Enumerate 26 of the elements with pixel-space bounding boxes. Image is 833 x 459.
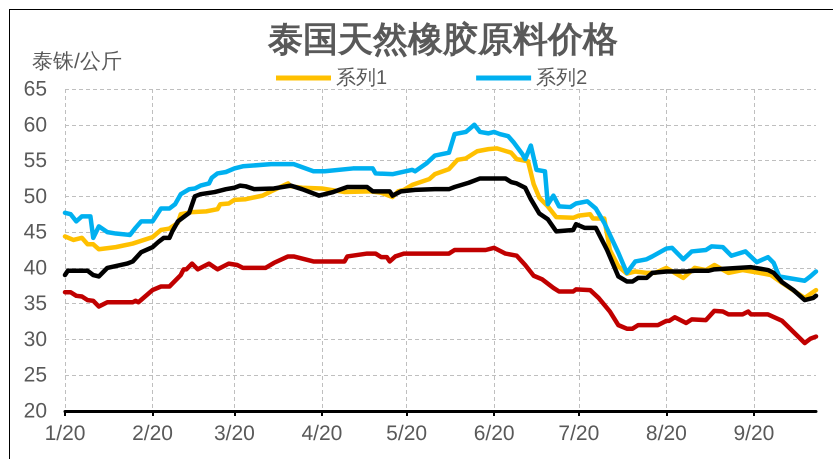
y-axis-title: 泰铢/公斤: [32, 50, 122, 73]
line-series: [62, 176, 818, 302]
y-tick-label: 60: [24, 113, 47, 136]
y-tick-label: 40: [24, 256, 47, 280]
x-tick-label: 5/20: [386, 422, 428, 445]
y-tick-label: 20: [24, 400, 47, 422]
y-tick-label: 65: [24, 78, 47, 100]
legend-label: 系列2: [536, 67, 588, 89]
y-tick-label: 55: [24, 149, 47, 172]
legend-label: 系列1: [336, 67, 388, 89]
x-tick-label: 9/20: [733, 422, 774, 445]
y-tick-label: 30: [24, 328, 47, 351]
y-tick-label: 45: [24, 220, 47, 244]
y-tick-label: 25: [24, 364, 47, 387]
x-tick-label: 3/20: [214, 422, 255, 445]
x-tick-label: 2/20: [132, 422, 173, 445]
chart-title: 泰国天然橡胶原料价格: [267, 19, 618, 60]
y-tick-label: 35: [24, 292, 47, 316]
line-series: [62, 122, 818, 284]
y-tick-label: 50: [24, 184, 47, 208]
x-tick-label: 4/20: [301, 422, 342, 445]
line-series: [62, 246, 818, 346]
x-tick-label: 8/20: [646, 422, 687, 445]
x-tick-label: 1/20: [44, 422, 86, 445]
x-tick-label: 6/20: [474, 422, 515, 445]
x-tick-label: 7/20: [558, 422, 600, 445]
